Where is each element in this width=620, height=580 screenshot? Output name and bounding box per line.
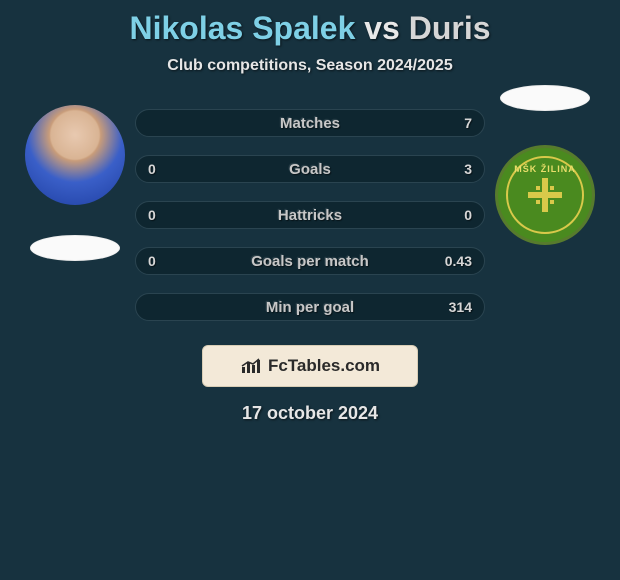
- stat-label: Goals: [289, 161, 331, 178]
- player-avatar: [25, 105, 125, 205]
- club-name-text: MŠK ŽILINA: [508, 164, 582, 174]
- stat-value-right: 0.43: [445, 253, 472, 269]
- subtitle: Club competitions, Season 2024/2025: [167, 57, 452, 75]
- club-logo-inner: MŠK ŽILINA: [506, 156, 584, 234]
- stat-label: Matches: [280, 115, 340, 132]
- stat-bar: 0 Goals 3: [135, 155, 485, 183]
- page-title: Nikolas Spalek vs Duris: [129, 10, 490, 47]
- stats-area: Matches 7 0 Goals 3 0 Hattricks 0 0 Goals per mat…: [0, 105, 620, 321]
- right-column: MŠK ŽILINA: [485, 105, 605, 245]
- left-badge: [30, 235, 120, 261]
- stat-value-left: 0: [148, 253, 156, 269]
- player1-name: Nikolas Spalek: [129, 10, 355, 46]
- stat-bar: Min per goal 314: [135, 293, 485, 321]
- stat-value-left: 0: [148, 207, 156, 223]
- player2-name: Duris: [409, 10, 491, 46]
- stat-value-left: 0: [148, 161, 156, 177]
- stat-bars: Matches 7 0 Goals 3 0 Hattricks 0 0 Goals per mat…: [135, 105, 485, 321]
- right-badge: [500, 85, 590, 111]
- stat-value-right: 7: [464, 115, 472, 131]
- stat-label: Hattricks: [278, 207, 342, 224]
- stat-label: Goals per match: [251, 253, 369, 270]
- brand-text: FcTables.com: [268, 356, 380, 376]
- chart-icon: [240, 357, 262, 375]
- stat-value-right: 314: [449, 299, 472, 315]
- club-logo: MŠK ŽILINA: [495, 145, 595, 245]
- brand-badge: FcTables.com: [202, 345, 418, 387]
- vs-text: vs: [364, 10, 400, 46]
- stat-bar: Matches 7: [135, 109, 485, 137]
- stat-value-right: 3: [464, 161, 472, 177]
- stat-value-right: 0: [464, 207, 472, 223]
- comparison-card: Nikolas Spalek vs Duris Club competition…: [0, 0, 620, 580]
- stat-label: Min per goal: [266, 299, 354, 316]
- stat-bar: 0 Hattricks 0: [135, 201, 485, 229]
- date-text: 17 october 2024: [242, 403, 378, 424]
- club-cross-icon: [522, 172, 568, 218]
- left-column: [15, 105, 135, 261]
- stat-bar: 0 Goals per match 0.43: [135, 247, 485, 275]
